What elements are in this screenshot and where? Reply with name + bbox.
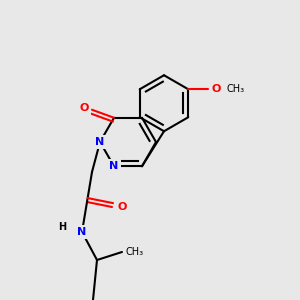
Text: N: N: [95, 137, 105, 147]
Text: N: N: [110, 161, 118, 171]
Text: CH₃: CH₃: [125, 247, 143, 257]
Text: O: O: [117, 202, 127, 212]
Text: H: H: [58, 222, 66, 232]
Text: CH₃: CH₃: [226, 84, 244, 94]
Text: O: O: [79, 103, 89, 113]
Text: O: O: [211, 84, 220, 94]
Text: N: N: [77, 227, 87, 237]
